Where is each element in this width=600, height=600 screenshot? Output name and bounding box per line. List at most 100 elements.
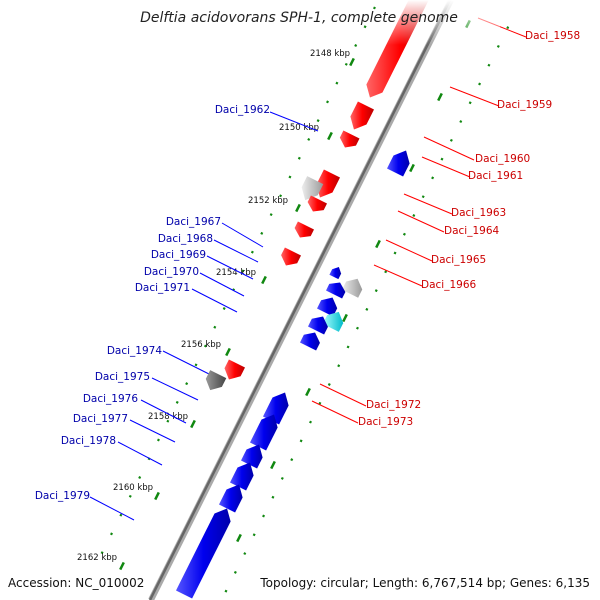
gene-label-daci-1963[interactable]: Daci_1963 (451, 207, 506, 219)
tick-dot (262, 514, 266, 518)
tick-dot (128, 494, 132, 498)
labels-forward: Daci_1958 Daci_1959 Daci_1960 Daci_1961 … (358, 30, 580, 428)
gene-label-daci-1958[interactable]: Daci_1958 (525, 30, 580, 42)
tick-dashes (119, 19, 471, 571)
tick-label: 2156 kbp (181, 340, 221, 350)
tick-dot (354, 44, 358, 48)
tick-dot (290, 458, 294, 462)
top-fade (380, 0, 500, 45)
tick-dot (346, 345, 350, 349)
tick-dot (233, 570, 237, 574)
gene-label-daci-1974[interactable]: Daci_1974 (107, 345, 163, 357)
tick-dash (305, 387, 311, 397)
gene-label-daci-1961[interactable]: Daci_1961 (468, 170, 523, 182)
tick-dot (224, 589, 228, 593)
gene-daci-1965 (294, 221, 315, 238)
tick-dot (335, 81, 339, 85)
tick-dash (342, 313, 348, 323)
gene-daci-1970 (316, 297, 338, 317)
tick-dot (271, 495, 275, 499)
tick-dot (363, 25, 367, 29)
tick-dot (372, 6, 376, 10)
tick-dot (166, 419, 170, 423)
gene-daci-1966 (281, 247, 302, 266)
tick-dot (487, 63, 491, 67)
tick-dot (440, 157, 444, 161)
gene-daci-1969 (325, 282, 346, 299)
gene-daci-1968 (342, 278, 363, 298)
tick-label: 2160 kbp (113, 483, 153, 493)
tick-dot (355, 326, 359, 330)
tick-dot (459, 120, 463, 124)
tick-dot (318, 401, 322, 405)
tick-dot (175, 400, 179, 404)
gene-label-daci-1969[interactable]: Daci_1969 (151, 249, 206, 261)
backbone (148, 0, 454, 600)
gene-label-daci-1975[interactable]: Daci_1975 (95, 371, 150, 383)
gene-label-daci-1979[interactable]: Daci_1979 (35, 490, 90, 502)
gene-daci-1962 (386, 150, 410, 177)
tick-dash (270, 460, 276, 470)
gene-daci-1973 (205, 370, 227, 391)
gene-daci-1967 (329, 266, 342, 280)
tick-dot (119, 513, 123, 517)
tick-dot (252, 533, 256, 537)
gene-daci-1961 (316, 169, 341, 198)
tick-dot (280, 476, 284, 480)
tick-dash (375, 239, 381, 249)
gene-label-daci-1977[interactable]: Daci_1977 (73, 413, 128, 425)
tick-dot (365, 307, 369, 311)
tick-label: 2154 kbp (216, 268, 256, 278)
tick-label: 2158 kbp (148, 412, 188, 422)
tick-dot (402, 232, 406, 236)
tick-dots (100, 6, 510, 593)
tick-dash (349, 57, 355, 67)
tick-dot (506, 26, 510, 30)
tick-dash (225, 347, 231, 357)
tick-dot (393, 251, 397, 255)
gene-label-daci-1965[interactable]: Daci_1965 (431, 254, 486, 266)
tick-label: 2148 kbp (310, 49, 350, 59)
tick-dash (119, 561, 125, 571)
tick-dot (110, 532, 113, 536)
gene-label-daci-1970[interactable]: Daci_1970 (144, 266, 199, 278)
gene-label-daci-1976[interactable]: Daci_1976 (83, 393, 139, 405)
tick-dot (478, 82, 482, 86)
page-title: Delftia acidovorans SPH-1, complete geno… (140, 10, 458, 26)
leader-lines-forward (311, 17, 527, 424)
gene-label-daci-1978[interactable]: Daci_1978 (61, 435, 116, 447)
gene-label-daci-1959[interactable]: Daci_1959 (497, 99, 552, 111)
tick-dot (496, 44, 500, 48)
gene-label-daci-1973[interactable]: Daci_1973 (358, 416, 413, 428)
gene-daci-1971b (307, 316, 328, 335)
gene-label-daci-1966[interactable]: Daci_1966 (421, 279, 477, 291)
gene-daci-1979 (175, 508, 231, 599)
tick-dot (243, 552, 247, 556)
tick-dot (327, 383, 331, 386)
tick-dot (279, 194, 283, 198)
tick-dot (100, 551, 104, 555)
tick-dot (468, 101, 472, 105)
gene-label-daci-1964[interactable]: Daci_1964 (444, 225, 500, 237)
tick-dot (297, 156, 301, 160)
gene-label-daci-1971[interactable]: Daci_1971 (135, 282, 190, 294)
gene-daci-1974 (299, 332, 320, 351)
gene-label-daci-1972[interactable]: Daci_1972 (366, 399, 421, 411)
tick-dot (421, 195, 425, 199)
accession-text: Accession: NC_010002 (8, 576, 144, 590)
gene-label-daci-1968[interactable]: Daci_1968 (158, 233, 213, 245)
gene-label-daci-1960[interactable]: Daci_1960 (475, 153, 530, 165)
tick-dot (309, 420, 312, 424)
gene-label-daci-1967[interactable]: Daci_1967 (166, 216, 221, 228)
tick-label: 2152 kbp (248, 196, 288, 206)
gene-daci-1971 (322, 311, 344, 332)
tick-dot (185, 382, 189, 386)
gene-daci-1972 (224, 359, 246, 380)
tick-dot (194, 363, 198, 367)
genes-reverse (175, 150, 410, 599)
gene-daci-1978b (218, 484, 243, 513)
gene-daci-1978 (229, 462, 254, 491)
tick-dash (236, 533, 242, 543)
tick-label: 2150 kbp (279, 123, 319, 133)
gene-label-daci-1962[interactable]: Daci_1962 (215, 104, 270, 116)
